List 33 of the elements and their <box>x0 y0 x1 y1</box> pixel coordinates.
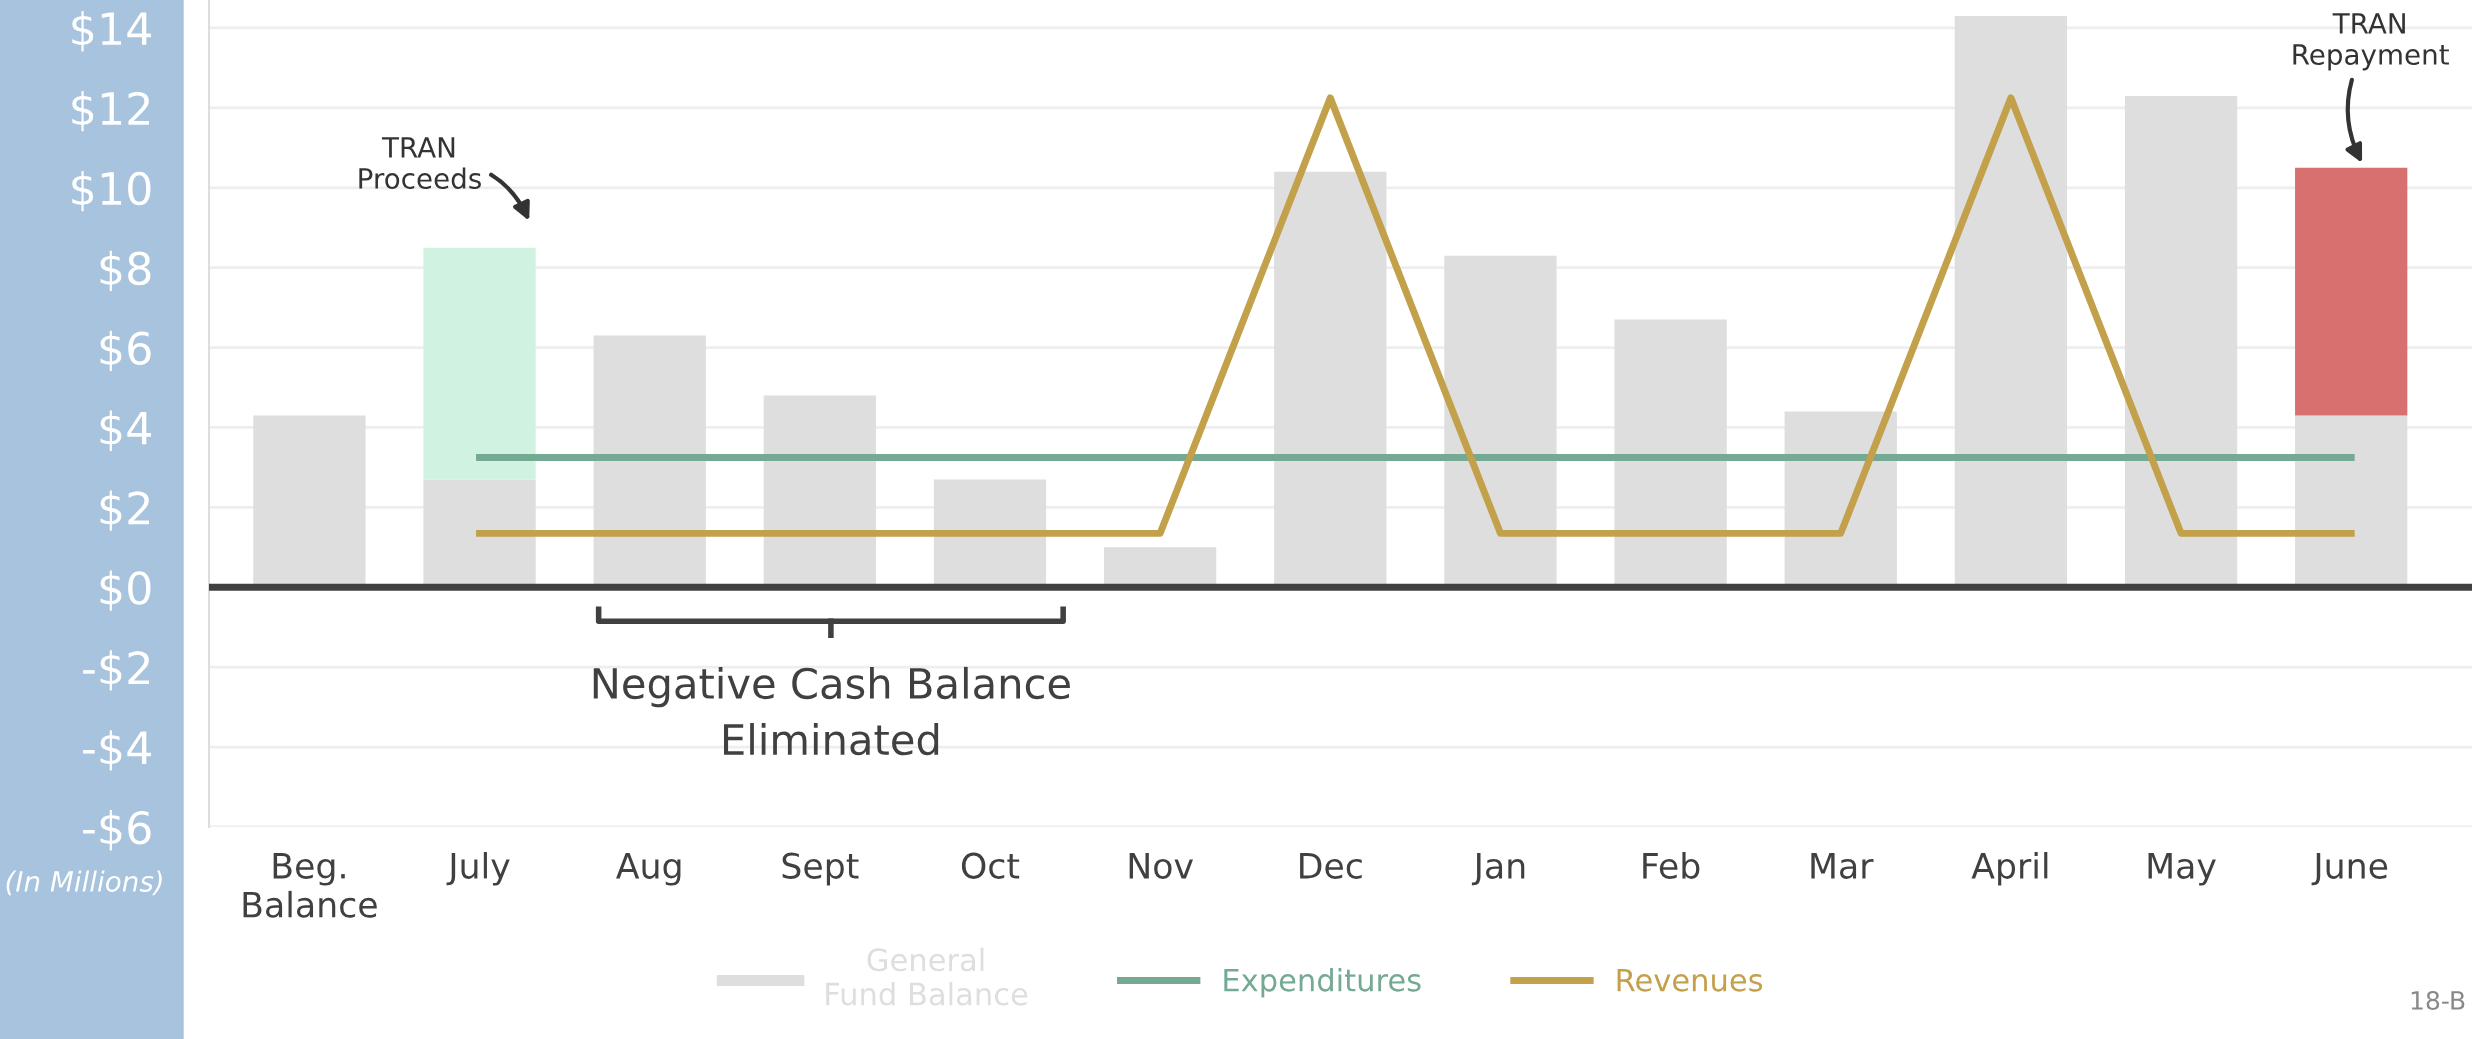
x-tick-label: April <box>1971 852 2048 886</box>
y-tick-label: $2 <box>100 490 149 531</box>
x-tick-label: Mar <box>1811 853 1874 879</box>
x-tick-label: Dec <box>1300 853 1362 879</box>
x-tick-label: Beg. Balance <box>243 853 377 918</box>
y-axis-title: (In Millions) <box>6 870 162 896</box>
x-tick-label: Nov <box>1129 853 1193 879</box>
bar <box>423 247 536 480</box>
legend-label: Expenditures <box>1224 968 1421 998</box>
x-tick-label: July <box>446 852 510 886</box>
x-tick-label: June <box>2311 853 2388 886</box>
y-tick-label: $8 <box>100 250 151 292</box>
y-tick-label: -$4 <box>83 730 151 771</box>
y-tick-label: $6 <box>100 330 151 371</box>
text: 18-B <box>2411 990 2465 1010</box>
y-tick-label: $10 <box>72 170 151 212</box>
x-tick-label: Aug <box>616 853 681 886</box>
y-tick-label: $12 <box>72 90 149 132</box>
legend-label: Revenues <box>1617 968 1763 992</box>
x-tick-label: Jan <box>1471 853 1525 886</box>
annotation: TRAN Proceeds <box>359 137 481 190</box>
x-tick-label: Feb <box>1643 852 1700 879</box>
bar <box>2295 167 2408 416</box>
annotation: Negative Cash Balance Eliminated <box>593 666 1070 756</box>
y-tick-label: $4 <box>100 410 151 451</box>
annotation: TRAN Repayment <box>2293 13 2449 71</box>
y-tick-label: -$2 <box>83 650 149 691</box>
y-tick-label: $14 <box>72 11 151 52</box>
x-tick-label: Oct <box>961 852 1020 879</box>
y-tick-label: $0 <box>100 570 151 611</box>
x-tick-label: Sept <box>782 852 859 886</box>
y-tick-label: -$6 <box>83 810 151 851</box>
x-tick-label: May <box>2148 853 2216 886</box>
